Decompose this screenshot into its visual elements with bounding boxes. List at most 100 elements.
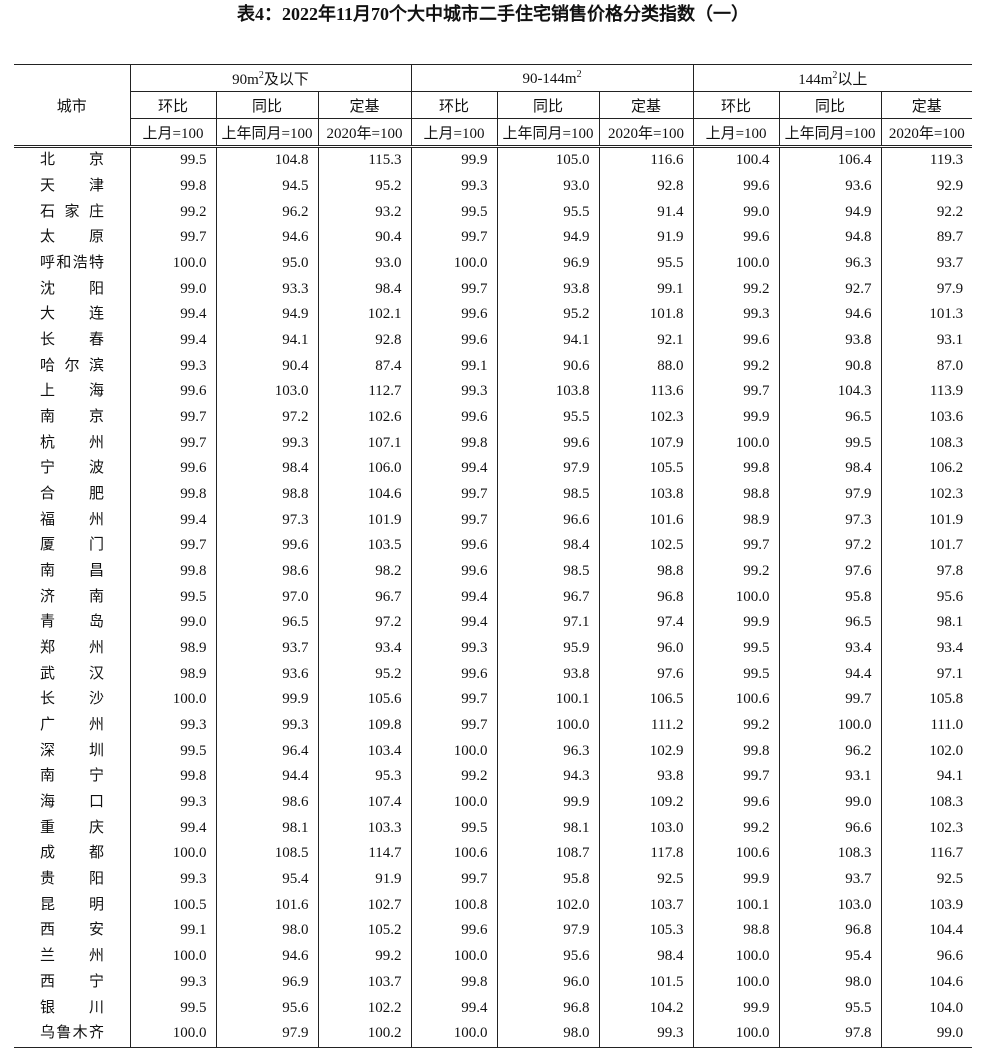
index-cell: 92.1: [598, 327, 694, 354]
city-name: 长沙: [40, 691, 104, 708]
index-cell: 98.4: [215, 456, 319, 482]
index-cell: 98.8: [692, 481, 780, 508]
index-cell: 89.7: [880, 225, 973, 251]
index-cell: 99.7: [129, 404, 217, 431]
index-cell: 90.4: [215, 353, 319, 380]
index-cell: 99.1: [410, 353, 498, 380]
city-name: 合肥: [40, 486, 104, 503]
group-label-part: 144m: [798, 71, 833, 88]
data-row: 深圳 99.5 96.4 103.4 100.0 96.3 102.9 99.8 96.2 102…: [14, 738, 973, 765]
city-cell: 宁波: [14, 456, 131, 482]
index-cell: 99.2: [692, 558, 780, 585]
index-cell: 112.7: [317, 379, 412, 405]
index-cell: 97.2: [317, 610, 412, 636]
index-cell: 105.3: [598, 918, 694, 944]
index-cell: 99.2: [692, 712, 780, 739]
data-row: 天津 99.8 94.5 95.2 99.3 93.0 92.8 99.6 93.6 92.9: [14, 173, 973, 200]
index-cell: 99.3: [410, 173, 498, 200]
data-row: 海口 99.3 98.6 107.4 100.0 99.9 109.2 99.6 99.0 108…: [14, 789, 973, 816]
index-cell: 99.6: [410, 302, 498, 328]
index-cell: 99.9: [496, 789, 600, 816]
data-row: 昆明 100.5 101.6 102.7 100.8 102.0 103.7 100.1 103…: [14, 892, 973, 919]
index-cell: 96.8: [496, 995, 600, 1021]
city-name: 南宁: [40, 768, 104, 785]
index-cell: 106.4: [778, 146, 882, 174]
index-cell: 98.4: [598, 943, 694, 970]
index-cell: 98.9: [129, 635, 217, 662]
index-cell: 117.8: [598, 841, 694, 867]
index-cell: 99.8: [410, 430, 498, 457]
city-name: 成都: [40, 845, 104, 862]
index-cell: 95.5: [598, 250, 694, 277]
base-header: 上年同月=100: [778, 118, 882, 148]
index-cell: 97.2: [215, 404, 319, 431]
index-cell: 99.8: [129, 764, 217, 790]
index-cell: 92.9: [880, 173, 973, 200]
index-cell: 100.6: [692, 841, 780, 867]
index-cell: 102.3: [880, 815, 973, 842]
index-cell: 108.3: [880, 789, 973, 816]
index-cell: 100.0: [410, 738, 498, 765]
city-cell: 重庆: [14, 815, 131, 842]
index-cell: 101.9: [317, 507, 412, 534]
index-cell: 102.5: [598, 533, 694, 559]
index-cell: 102.0: [880, 738, 973, 765]
index-cell: 103.5: [317, 533, 412, 559]
index-cell: 98.6: [215, 789, 319, 816]
data-row: 合肥 99.8 98.8 104.6 99.7 98.5 103.8 98.8 97.9 102.…: [14, 481, 973, 508]
index-cell: 108.3: [778, 841, 882, 867]
index-cell: 100.0: [129, 943, 217, 970]
index-cell: 99.9: [692, 866, 780, 893]
index-cell: 113.6: [598, 379, 694, 405]
index-cell: 93.6: [215, 661, 319, 688]
index-cell: 105.5: [598, 456, 694, 482]
index-cell: 104.4: [880, 918, 973, 944]
index-cell: 99.6: [410, 918, 498, 944]
index-cell: 94.1: [496, 327, 600, 354]
index-cell: 99.5: [692, 635, 780, 662]
city-cell: 银川: [14, 995, 131, 1021]
index-cell: 98.1: [880, 610, 973, 636]
city-cell: 西安: [14, 918, 131, 944]
index-cell: 99.6: [410, 533, 498, 559]
index-cell: 99.4: [129, 815, 217, 842]
index-cell: 99.6: [410, 327, 498, 354]
index-cell: 103.8: [598, 481, 694, 508]
index-cell: 100.0: [129, 250, 217, 277]
column-header: 环比: [410, 91, 498, 119]
data-row: 厦门 99.7 99.6 103.5 99.6 98.4 102.5 99.7 97.2 101.…: [14, 533, 973, 559]
index-cell: 99.2: [317, 943, 412, 970]
data-row: 西安 99.1 98.0 105.2 99.6 97.9 105.3 98.8 96.8 104.…: [14, 918, 973, 944]
index-cell: 94.9: [778, 199, 882, 226]
index-cell: 116.7: [880, 841, 973, 867]
index-cell: 99.7: [410, 225, 498, 251]
index-cell: 99.4: [129, 327, 217, 354]
index-cell: 99.4: [129, 507, 217, 534]
index-cell: 103.9: [880, 892, 973, 919]
base-header: 2020年=100: [880, 118, 973, 148]
index-cell: 99.3: [129, 969, 217, 996]
index-cell: 115.3: [317, 146, 412, 174]
data-row: 广州 99.3 99.3 109.8 99.7 100.0 111.2 99.2 100.0 11…: [14, 712, 973, 739]
index-cell: 91.9: [598, 225, 694, 251]
index-cell: 103.0: [215, 379, 319, 405]
index-cell: 104.8: [215, 146, 319, 174]
index-cell: 94.6: [778, 302, 882, 328]
city-name: 乌鲁木齐: [40, 1025, 104, 1042]
index-cell: 95.6: [215, 995, 319, 1021]
index-cell: 93.8: [778, 327, 882, 354]
index-cell: 100.1: [692, 892, 780, 919]
index-cell: 98.0: [778, 969, 882, 996]
city-name: 北京: [40, 152, 104, 169]
index-cell: 99.7: [692, 533, 780, 559]
index-cell: 108.7: [496, 841, 600, 867]
index-cell: 99.5: [692, 661, 780, 688]
index-cell: 99.0: [692, 199, 780, 226]
city-cell: 福州: [14, 507, 131, 534]
index-cell: 94.1: [880, 764, 973, 790]
city-cell: 呼和浩特: [14, 250, 131, 277]
index-cell: 95.2: [317, 173, 412, 200]
data-row: 济南 99.5 97.0 96.7 99.4 96.7 96.8 100.0 95.8 95.6: [14, 584, 973, 611]
city-cell: 郑州: [14, 635, 131, 662]
index-cell: 102.3: [880, 481, 973, 508]
